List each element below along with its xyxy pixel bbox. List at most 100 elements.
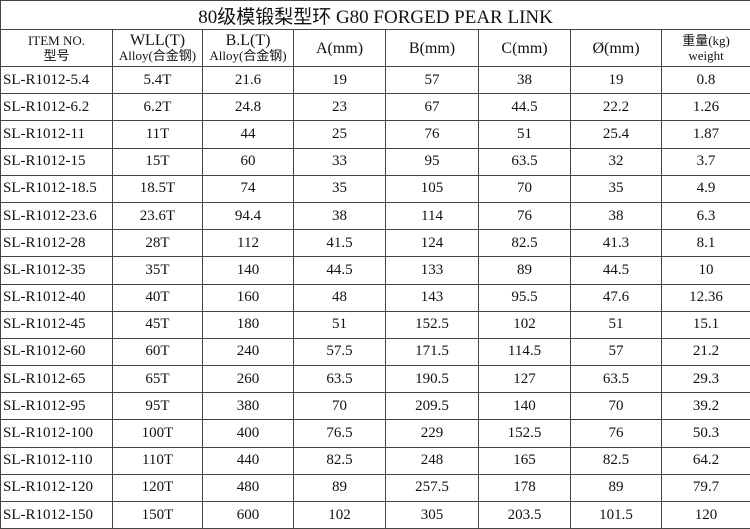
cell-b: 248 (385, 446, 479, 475)
cell-wll: 65T (112, 365, 203, 394)
cell-diameter: 19 (570, 65, 662, 95)
cell-wll: 40T (112, 283, 203, 312)
header-bl: B.L(T) Alloy(合金钢) (202, 29, 294, 67)
cell-bl: 112 (202, 229, 294, 258)
cell-weight: 50.3 (660, 419, 750, 448)
cell-weight: 0.8 (660, 65, 750, 95)
cell-diameter: 76 (570, 419, 662, 448)
cell-bl: 94.4 (202, 201, 294, 231)
cell-wll: 120T (112, 473, 203, 503)
cell-a: 48 (293, 283, 386, 312)
cell-diameter: 41.3 (570, 229, 662, 258)
cell-c: 165 (478, 446, 571, 475)
cell-weight: 64.2 (660, 446, 750, 475)
cell-bl: 44 (202, 120, 294, 149)
table-row: SL-R1012-95 95T 380 70 209.5 140 70 39.2 (0, 392, 750, 421)
header-b: B(mm) (385, 29, 479, 67)
cell-item-no: SL-R1012-150 (0, 500, 113, 529)
cell-diameter: 51 (570, 310, 662, 339)
cell-b: 143 (385, 283, 479, 312)
cell-item-no: SL-R1012-40 (0, 283, 113, 312)
table-row: SL-R1012-150 150T 600 102 305 203.5 101.5 120 (0, 500, 750, 529)
cell-b: 190.5 (385, 365, 479, 394)
cell-a: 35 (293, 174, 386, 203)
cell-wll: 60T (112, 337, 203, 367)
cell-a: 63.5 (293, 365, 386, 394)
cell-a: 23 (293, 93, 386, 122)
cell-diameter: 44.5 (570, 256, 662, 285)
cell-weight: 12.36 (660, 283, 750, 312)
cell-a: 51 (293, 310, 386, 339)
header-item-no: ITEM NO. 型号 (0, 29, 113, 67)
cell-bl: 440 (202, 446, 294, 475)
cell-c: 38 (478, 65, 571, 95)
cell-a: 102 (293, 500, 386, 529)
header-wll-label: WLL(T) (129, 32, 186, 49)
cell-wll: 11T (112, 120, 203, 149)
cell-weight: 3.7 (660, 147, 750, 176)
header-bl-sub: Alloy(合金钢) (209, 48, 287, 63)
table-row: SL-R1012-11 11T 44 25 76 51 25.4 1.87 (0, 120, 750, 149)
cell-b: 209.5 (385, 392, 479, 421)
cell-weight: 79.7 (660, 473, 750, 503)
cell-wll: 28T (112, 229, 203, 258)
table-row: SL-R1012-5.4 5.4T 21.6 19 57 38 19 0.8 (0, 65, 750, 95)
cell-b: 229 (385, 419, 479, 448)
table-row: SL-R1012-18.5 18.5T 74 35 105 70 35 4.9 (0, 174, 750, 203)
cell-c: 178 (478, 473, 571, 503)
header-wll-sub: Alloy(合金钢) (118, 48, 197, 63)
cell-c: 95.5 (478, 283, 571, 312)
cell-diameter: 89 (570, 473, 662, 503)
table-row: SL-R1012-35 35T 140 44.5 133 89 44.5 10 (0, 256, 750, 285)
cell-a: 41.5 (293, 229, 386, 258)
cell-a: 38 (293, 201, 386, 231)
cell-c: 89 (478, 256, 571, 285)
table-title: 80级模锻梨型环 G80 FORGED PEAR LINK (0, 0, 750, 30)
cell-b: 95 (385, 147, 479, 176)
cell-bl: 140 (202, 256, 294, 285)
cell-weight: 1.87 (660, 120, 750, 149)
cell-c: 102 (478, 310, 571, 339)
cell-a: 76.5 (293, 419, 386, 448)
cell-wll: 45T (112, 310, 203, 339)
cell-c: 70 (478, 174, 571, 203)
cell-b: 152.5 (385, 310, 479, 339)
cell-item-no: SL-R1012-23.6 (0, 201, 113, 231)
cell-a: 57.5 (293, 337, 386, 367)
cell-c: 114.5 (478, 337, 571, 367)
cell-item-no: SL-R1012-28 (0, 229, 113, 258)
header-bl-label: B.L(T) (225, 32, 271, 49)
cell-c: 140 (478, 392, 571, 421)
cell-b: 305 (385, 500, 479, 529)
cell-a: 19 (293, 65, 386, 95)
table-row: SL-R1012-110 110T 440 82.5 248 165 82.5 64.2 (0, 446, 750, 475)
table-row: SL-R1012-120 120T 480 89 257.5 178 89 79.7 (0, 473, 750, 503)
cell-c: 76 (478, 201, 571, 231)
header-item-en: ITEM NO. (27, 33, 86, 48)
cell-item-no: SL-R1012-15 (0, 147, 113, 176)
cell-bl: 24.8 (202, 93, 294, 122)
cell-wll: 150T (112, 500, 203, 529)
cell-diameter: 63.5 (570, 365, 662, 394)
cell-bl: 74 (202, 174, 294, 203)
table-row: SL-R1012-100 100T 400 76.5 229 152.5 76 50.3 (0, 419, 750, 448)
table-row: SL-R1012-6.2 6.2T 24.8 23 67 44.5 22.2 1.26 (0, 93, 750, 122)
cell-wll: 6.2T (112, 93, 203, 122)
table-row: SL-R1012-40 40T 160 48 143 95.5 47.6 12.36 (0, 283, 750, 312)
cell-weight: 15.1 (660, 310, 750, 339)
cell-c: 203.5 (478, 500, 571, 529)
table-row: SL-R1012-45 45T 180 51 152.5 102 51 15.1 (0, 310, 750, 339)
cell-item-no: SL-R1012-110 (0, 446, 113, 475)
cell-a: 33 (293, 147, 386, 176)
cell-diameter: 101.5 (570, 500, 662, 529)
header-row: ITEM NO. 型号 WLL(T) Alloy(合金钢) B.L(T) Alloy(… (0, 29, 750, 67)
cell-a: 70 (293, 392, 386, 421)
cell-weight: 4.9 (660, 174, 750, 203)
cell-wll: 18.5T (112, 174, 203, 203)
cell-bl: 260 (202, 365, 294, 394)
cell-item-no: SL-R1012-45 (0, 310, 113, 339)
header-a: A(mm) (293, 29, 386, 67)
table-row: SL-R1012-28 28T 112 41.5 124 82.5 41.3 8.1 (0, 229, 750, 258)
cell-wll: 95T (112, 392, 203, 421)
